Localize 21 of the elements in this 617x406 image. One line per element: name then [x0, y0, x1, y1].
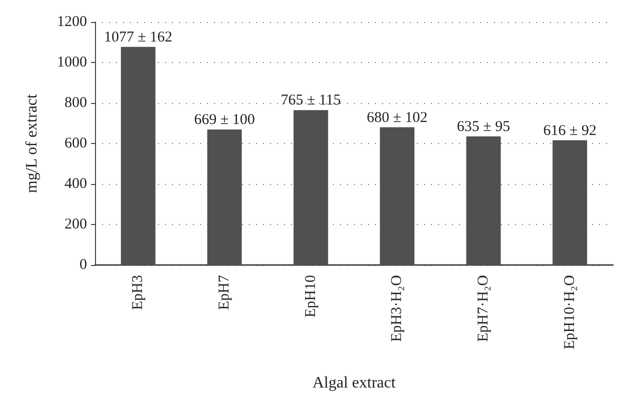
- y-tick-label: 200: [64, 216, 87, 232]
- data-label: 765 ± 115: [280, 92, 341, 109]
- x-tick-label: EpH3·H₂O: [389, 274, 406, 342]
- y-tick-label: 1000: [57, 54, 87, 70]
- y-tick-label: 600: [64, 136, 87, 152]
- data-label: 635 ± 95: [456, 118, 510, 135]
- data-label: 680 ± 102: [366, 110, 428, 126]
- y-tick-label: 1200: [57, 14, 87, 30]
- x-tick-label: EpH10: [302, 275, 319, 318]
- y-tick-label: 800: [64, 95, 87, 111]
- y-tick-label: 400: [64, 176, 87, 192]
- data-label: 616 ± 92: [543, 122, 596, 139]
- x-tick-label: EpH10·H₂O: [562, 274, 578, 350]
- x-tick-label: EpH3: [130, 275, 146, 310]
- x-tick-label: EpH7·H₂O: [476, 274, 492, 342]
- x-tick-label: EpH7: [216, 274, 232, 310]
- data-label: 669 ± 100: [194, 112, 255, 128]
- data-label: 1077 ± 162: [104, 29, 172, 46]
- y-tick-label: 0: [80, 257, 87, 273]
- x-axis-title: Algal extract: [312, 374, 396, 392]
- y-axis-title: mg/L of extract: [24, 93, 40, 193]
